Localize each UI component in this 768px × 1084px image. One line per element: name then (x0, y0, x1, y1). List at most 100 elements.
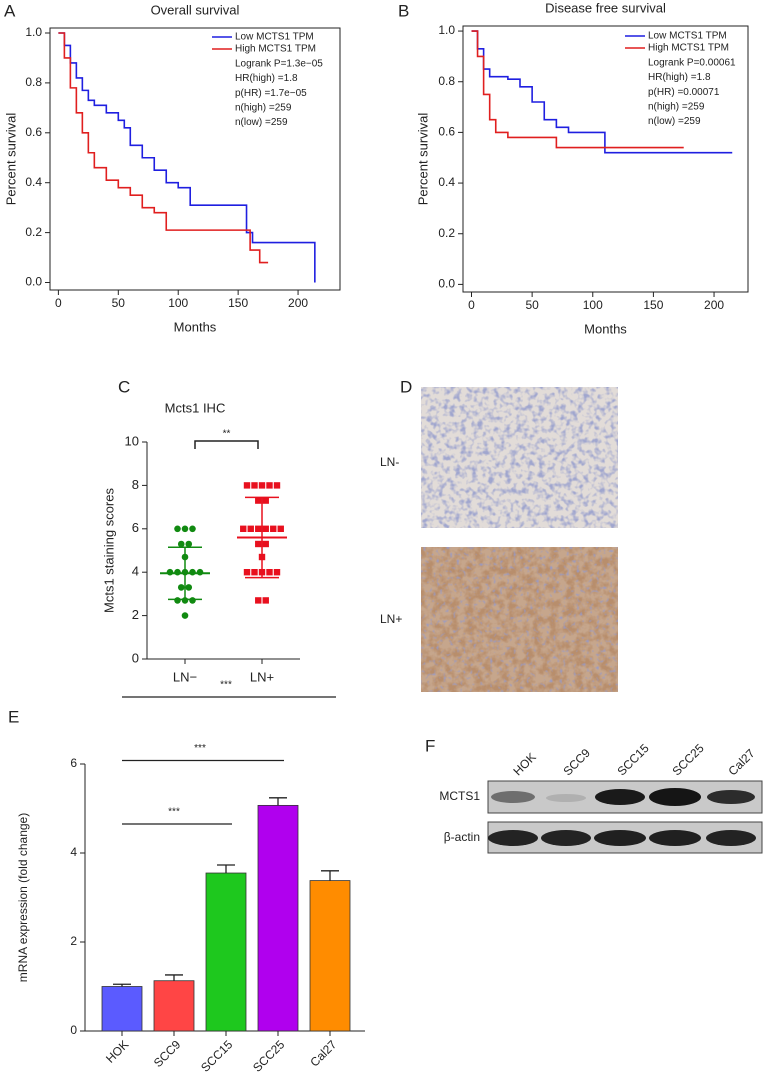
x-tick-label: 200 (288, 296, 308, 310)
annotation: HR(high) =1.8 (235, 73, 298, 84)
data-point (255, 597, 262, 604)
panel-letter: D (400, 377, 412, 396)
blot-band (491, 791, 535, 803)
data-point (251, 569, 258, 576)
legend-label: Low MCTS1 TPM (235, 32, 314, 43)
y-tick-label: 10 (125, 433, 139, 448)
ihc-texture (421, 387, 618, 528)
blot-band (707, 790, 755, 804)
y-tick-label: 2 (132, 607, 139, 622)
panel-letter: B (398, 1, 409, 20)
blot-band (541, 830, 591, 846)
y-tick-label: 0.8 (438, 74, 455, 88)
bar (153, 980, 195, 1032)
blot-lane-label: SCC25 (669, 741, 706, 778)
data-point (255, 540, 262, 548)
data-point (262, 525, 269, 532)
data-point (266, 569, 273, 576)
data-point (258, 482, 266, 489)
blot-band (546, 794, 586, 802)
ihc-image (421, 547, 618, 692)
data-point (196, 568, 204, 576)
data-point (189, 597, 196, 604)
annotation: Logrank P=1.3e−05 (235, 59, 323, 70)
panel-letter: A (4, 1, 16, 20)
data-point (174, 568, 181, 576)
bar (205, 872, 247, 1032)
x-tick-label: 150 (228, 296, 248, 310)
bar (309, 880, 351, 1032)
data-point (174, 525, 181, 533)
data-point (243, 482, 251, 489)
significance-label: ** (223, 429, 231, 440)
chart-title: Mcts1 IHC (165, 400, 226, 415)
blot-lane-label: HOK (510, 750, 538, 778)
y-axis-label: Percent survival (415, 113, 430, 206)
data-point (181, 525, 189, 533)
y-tick-label: 4 (132, 564, 139, 579)
data-point (185, 540, 193, 548)
y-tick-label: 6 (132, 520, 139, 535)
x-tick-label: 50 (525, 298, 539, 312)
data-point (181, 612, 189, 619)
data-point (273, 569, 281, 576)
data-point (185, 584, 193, 591)
bar (101, 986, 143, 1032)
x-axis-label: Months (174, 319, 217, 334)
blot-row-label: β-actin (444, 830, 480, 844)
annotation: n(high) =259 (235, 102, 292, 113)
y-axis-label: Percent survival (3, 113, 18, 206)
y-tick-label: 6 (70, 756, 77, 770)
y-tick-label: 0.6 (25, 125, 42, 139)
x-tick-label: 100 (168, 296, 188, 310)
annotation: n(low) =259 (648, 116, 701, 127)
data-point (262, 597, 269, 604)
y-tick-label: 0.0 (438, 277, 455, 291)
blot-band (488, 830, 538, 846)
data-point (177, 540, 185, 548)
y-axis-label: mRNA expression (fold change) (16, 813, 30, 982)
data-point (255, 525, 262, 532)
x-tick-label: HOK (103, 1037, 131, 1065)
data-point (262, 540, 269, 548)
x-tick-label: Cal27 (307, 1037, 339, 1069)
y-tick-label: 4 (70, 845, 77, 859)
annotation: p(HR) =1.7e−05 (235, 88, 307, 99)
blot (487, 780, 763, 854)
blot-lane-label: Cal27 (725, 746, 757, 778)
data-point (277, 525, 284, 532)
panel-letter: C (118, 377, 130, 396)
blot-band (595, 789, 645, 805)
x-tick-label: LN+ (250, 669, 274, 684)
blot-band (594, 830, 646, 846)
bar (257, 804, 299, 1032)
ihc-row-label: LN+ (380, 612, 402, 626)
annotation: Logrank P=0.00061 (648, 58, 736, 69)
data-point (243, 569, 251, 576)
comparison-label: *** (168, 807, 180, 818)
data-point (177, 584, 185, 591)
blot-row-label: MCTS1 (439, 789, 480, 803)
x-tick-label: SCC25 (250, 1037, 287, 1074)
annotation: n(high) =259 (648, 101, 705, 112)
data-point (166, 568, 174, 576)
data-point (240, 525, 247, 532)
data-point (270, 525, 277, 532)
data-point (262, 497, 269, 504)
y-tick-label: 1.0 (25, 25, 42, 39)
ihc-image (421, 387, 618, 528)
ihc-texture (421, 547, 618, 692)
blot-lane-label: SCC9 (560, 746, 593, 779)
plot-frame (49, 27, 341, 291)
y-tick-label: 0.0 (25, 275, 42, 289)
plot-frame (462, 25, 749, 293)
comparison-label: *** (220, 680, 232, 691)
chart-title: Disease free survival (545, 0, 666, 15)
ihc-row-label: LN- (380, 455, 399, 469)
x-tick-label: 0 (468, 298, 475, 312)
y-tick-label: 1.0 (438, 23, 455, 37)
blot-band (649, 830, 701, 846)
y-tick-label: 0.2 (25, 225, 42, 239)
legend-label: High MCTS1 TPM (235, 44, 316, 55)
